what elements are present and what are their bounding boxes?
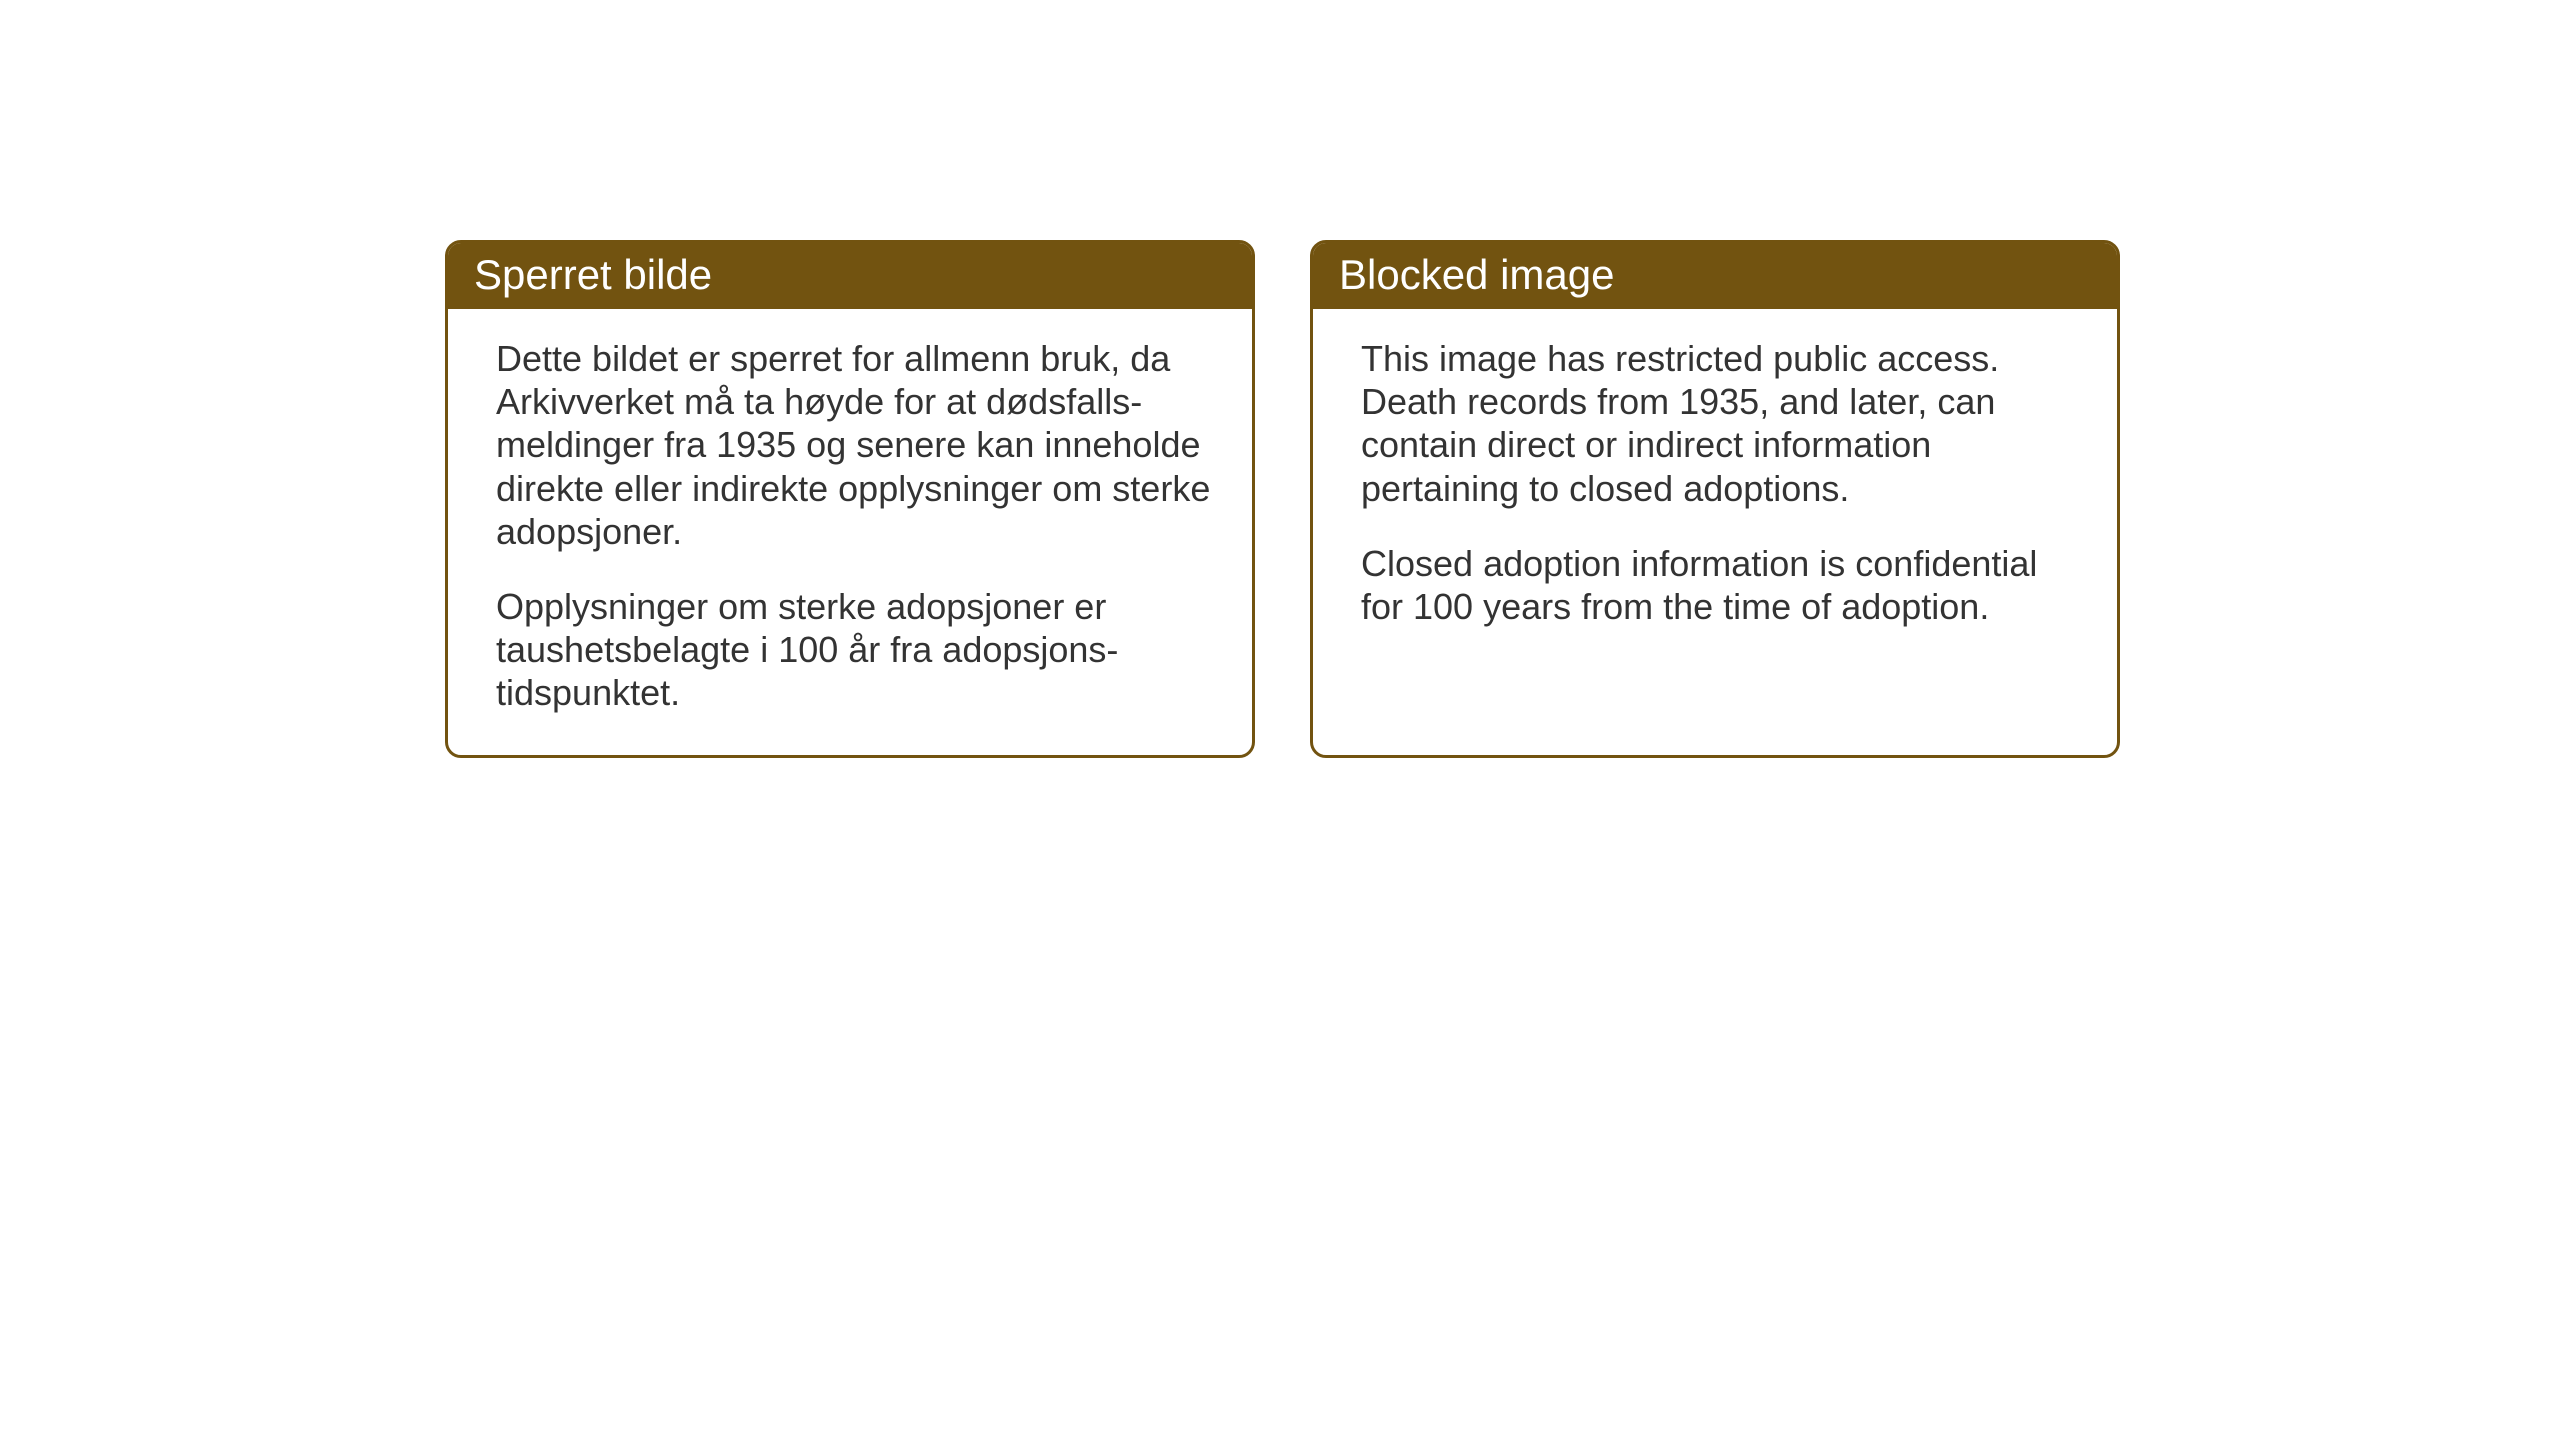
norwegian-paragraph-1: Dette bildet er sperret for allmenn bruk…: [496, 337, 1212, 553]
english-notice-card: Blocked image This image has restricted …: [1310, 240, 2120, 758]
english-paragraph-1: This image has restricted public access.…: [1361, 337, 2077, 510]
norwegian-card-body: Dette bildet er sperret for allmenn bruk…: [448, 309, 1252, 755]
norwegian-card-header: Sperret bilde: [448, 243, 1252, 309]
english-card-title: Blocked image: [1339, 251, 1614, 298]
english-paragraph-2: Closed adoption information is confident…: [1361, 542, 2077, 628]
norwegian-notice-card: Sperret bilde Dette bildet er sperret fo…: [445, 240, 1255, 758]
norwegian-paragraph-2: Opplysninger om sterke adopsjoner er tau…: [496, 585, 1212, 715]
english-card-body: This image has restricted public access.…: [1313, 309, 2117, 668]
norwegian-card-title: Sperret bilde: [474, 251, 712, 298]
notice-container: Sperret bilde Dette bildet er sperret fo…: [445, 240, 2120, 758]
english-card-header: Blocked image: [1313, 243, 2117, 309]
